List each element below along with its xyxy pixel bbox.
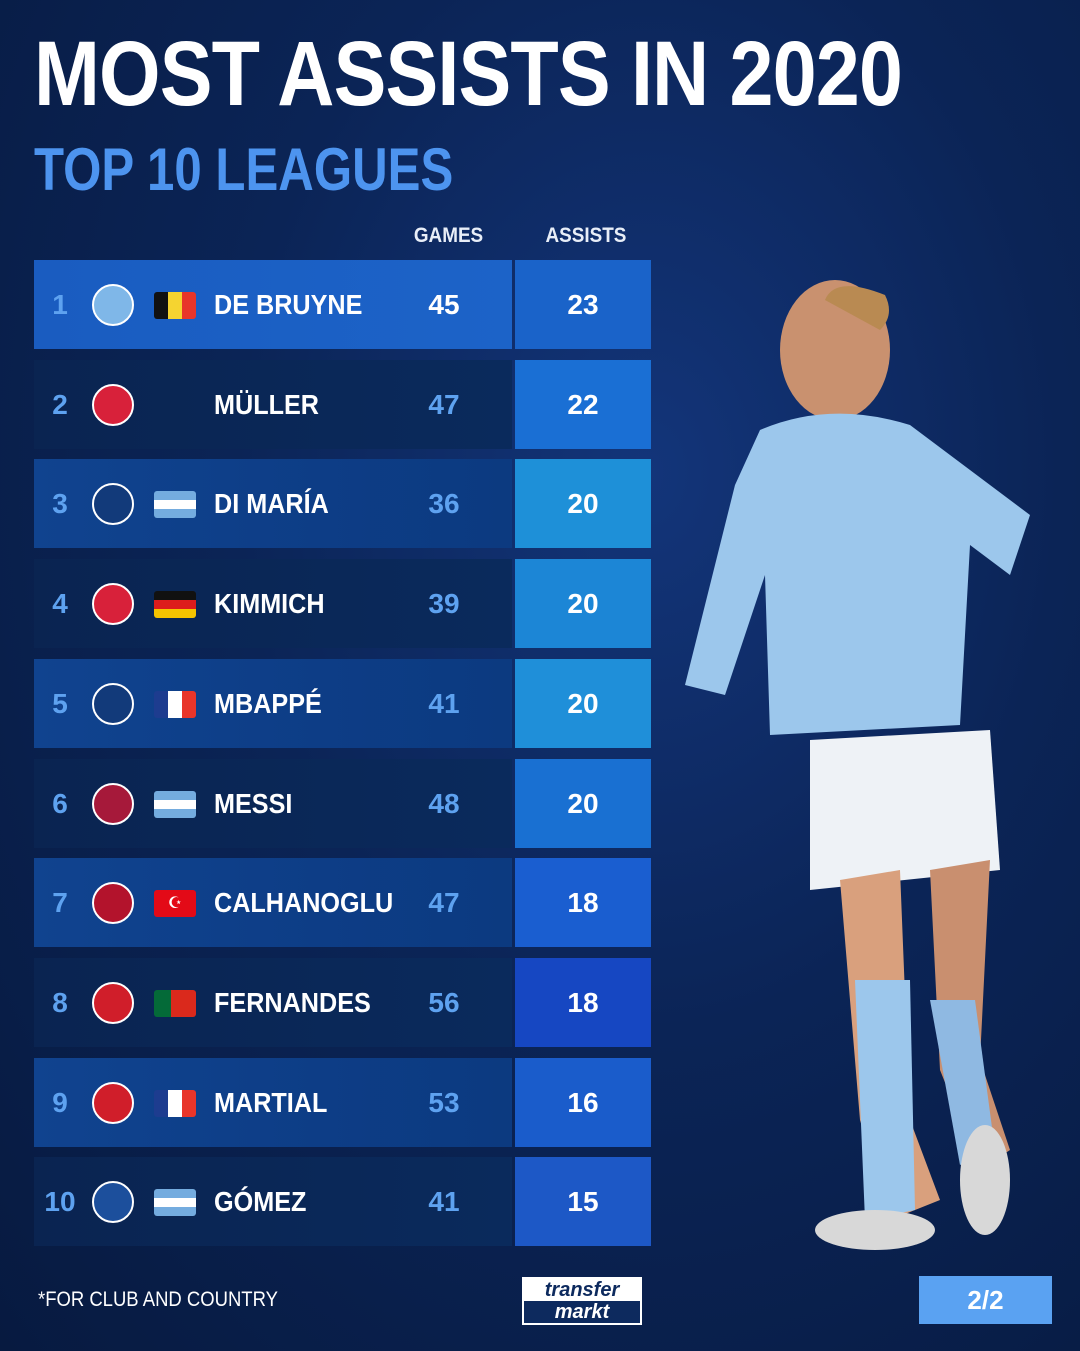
column-header-assists: ASSISTS: [545, 224, 627, 247]
player-name: DE BRUYNE: [214, 289, 363, 320]
player-name: MBAPPÉ: [214, 687, 322, 719]
assists-value: 16: [515, 1057, 651, 1147]
footnote: *FOR CLUB AND COUNTRY: [38, 1288, 278, 1311]
player-photo: [685, 280, 1030, 1250]
table-row: 6 MESSI 48: [34, 758, 512, 848]
player-name: DI MARÍA: [214, 488, 329, 520]
games-value: 36: [428, 488, 460, 520]
games-value: 41: [428, 1186, 460, 1218]
player-name: MESSI: [214, 787, 293, 819]
page-indicator: 2/2: [919, 1276, 1052, 1324]
assists-value: 18: [515, 858, 651, 948]
club-crest-bayern-munich-icon: [92, 383, 134, 426]
rank: 10: [44, 1186, 76, 1218]
flag-germany-icon: [154, 591, 196, 619]
assists-value: 22: [515, 359, 651, 449]
club-crest-barcelona-icon: [92, 782, 134, 825]
rank: 5: [52, 687, 68, 719]
player-name: MÜLLER: [214, 388, 319, 420]
rank: 2: [52, 388, 68, 420]
page-title: MOST ASSISTS IN 2020: [34, 23, 903, 125]
assists-value: 20: [515, 658, 651, 748]
club-crest-manchester-united-icon: [92, 1081, 134, 1124]
club-crest-paris-saint-germain-icon: [92, 483, 134, 526]
table-row: 5 MBAPPÉ 41: [34, 658, 512, 748]
rank: 3: [52, 488, 68, 520]
club-crest-sporting-cp-manchester-united-icon: [92, 981, 134, 1024]
flag-france-icon: [154, 690, 196, 718]
club-crest-ac-milan-icon: [92, 882, 134, 925]
games-value: 39: [428, 588, 460, 620]
assists-value: 15: [515, 1157, 651, 1247]
club-crest-manchester-city-icon: [92, 284, 134, 326]
table-row: 8 FERNANDES 56: [34, 957, 512, 1047]
games-value: 45: [428, 289, 460, 320]
table-row: 10 GÓMEZ 41: [34, 1157, 512, 1247]
assists-value: 23: [515, 260, 651, 349]
rank: 1: [52, 289, 68, 320]
games-value: 56: [428, 986, 460, 1018]
games-value: 53: [428, 1086, 460, 1118]
table-row: 1 DE BRUYNE 45: [34, 260, 512, 349]
games-value: 41: [428, 687, 460, 719]
table-row: 3 DI MARÍA 36: [34, 459, 512, 549]
flag-turkey-icon: ☪: [154, 890, 196, 918]
assists-value: 20: [515, 758, 651, 848]
games-value: 47: [428, 887, 460, 919]
rank: 6: [52, 787, 68, 819]
assists-value: 20: [515, 459, 651, 549]
games-value: 47: [428, 388, 460, 420]
flag-argentina-icon: [154, 1189, 196, 1217]
flag-belgium-icon: [154, 292, 196, 319]
player-name: CALHANOGLU: [214, 887, 394, 919]
player-name: FERNANDES: [214, 986, 371, 1018]
logo-text-top: transfer: [544, 1279, 620, 1301]
page-subtitle: TOP 10 LEAGUES: [34, 136, 454, 203]
flag-france-icon: [154, 1089, 196, 1117]
rank: 8: [52, 986, 68, 1018]
club-crest-bayern-munich-icon: [92, 583, 134, 626]
player-name: GÓMEZ: [214, 1186, 307, 1218]
flag-portugal-icon: [154, 989, 196, 1017]
flag-argentina-icon: [154, 491, 196, 519]
assists-value: 18: [515, 957, 651, 1047]
table-row: 4 KIMMICH 39: [34, 559, 512, 649]
flag-argentina-icon: [154, 790, 196, 818]
logo-text-bottom: markt: [524, 1301, 640, 1323]
club-crest-paris-saint-germain-icon: [92, 682, 134, 725]
rank: 4: [52, 588, 68, 620]
player-name: KIMMICH: [214, 588, 325, 620]
assists-value: 20: [515, 559, 651, 649]
table-row: 7 ☪ CALHANOGLU 47: [34, 858, 512, 948]
games-value: 48: [428, 787, 460, 819]
table-row: 2 MÜLLER 47: [34, 359, 512, 449]
rank: 9: [52, 1086, 68, 1118]
player-name: MARTIAL: [214, 1086, 328, 1118]
table-row: 9 MARTIAL 53: [34, 1057, 512, 1147]
rank: 7: [52, 887, 68, 919]
club-crest-atalanta-icon: [92, 1181, 134, 1224]
column-header-games: GAMES: [413, 224, 484, 247]
transfermarkt-logo: transfer markt: [522, 1277, 642, 1325]
